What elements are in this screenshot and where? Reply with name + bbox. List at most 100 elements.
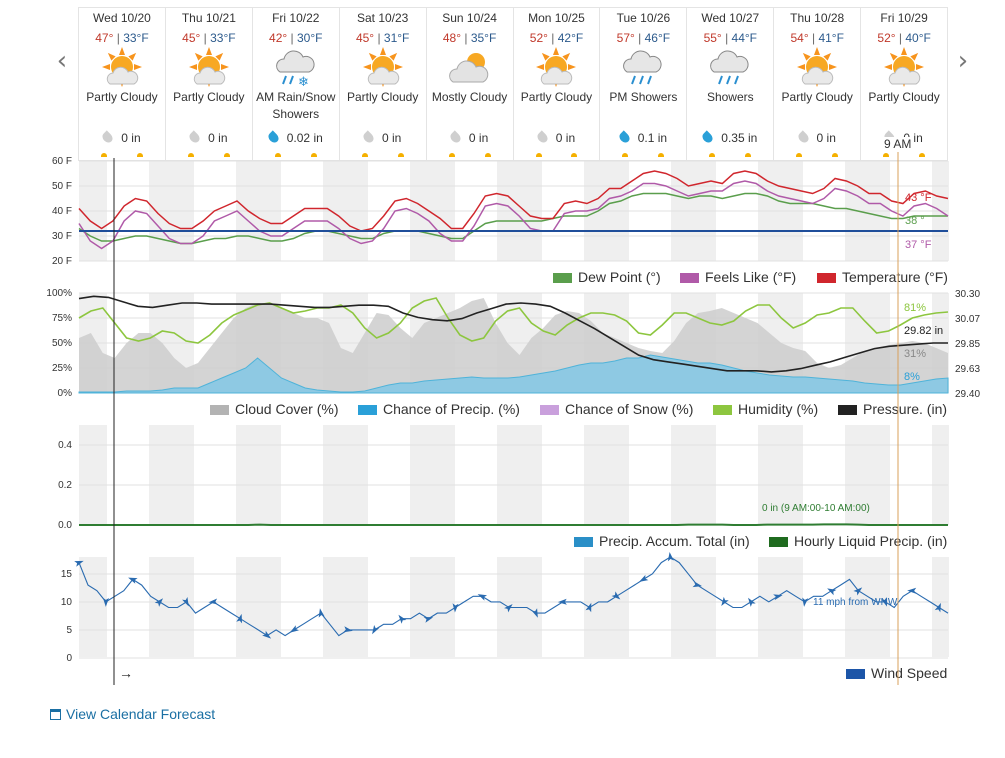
night-band (688, 425, 716, 525)
night-band (671, 425, 688, 525)
wind-direction-arrow (907, 587, 917, 594)
day-name: Fri 10/29 (880, 11, 928, 25)
night-band (340, 557, 368, 657)
y-tick-label: 75% (52, 313, 72, 324)
night-band (758, 425, 775, 525)
precip-accum-legend-label[interactable]: Precip. Accum. Total (in) (599, 533, 750, 549)
humidity-legend-label[interactable]: Humidity (%) (738, 401, 818, 417)
wind-speed-legend-label[interactable]: Wind Speed (871, 665, 947, 681)
night-band (932, 425, 949, 525)
day-column[interactable]: Tue 10/26 57° | 46°F PM Showers 0.1 in (600, 8, 688, 160)
night-band (410, 425, 427, 525)
day-column[interactable]: Sat 10/23 45° | 31°F Partly Cloudy 0 in (340, 8, 427, 160)
low-temp: 41°F (818, 31, 844, 45)
low-temp: 35°F (470, 31, 497, 45)
night-band (79, 425, 107, 525)
night-band (149, 425, 166, 525)
view-calendar-forecast-link[interactable]: View Calendar Forecast (50, 706, 215, 722)
feels-like-legend-label[interactable]: Feels Like (°F) (705, 269, 796, 285)
wind-direction-arrow (208, 598, 218, 605)
day-temps: 48° | 35°F (442, 31, 497, 45)
wind-direction-arrow (102, 597, 109, 607)
wind-direction-arrow (343, 626, 353, 633)
partly-cloudy-icon (340, 45, 426, 89)
low-temp: 46°F (644, 31, 671, 45)
wind-direction-arrow (318, 608, 325, 618)
current-cloud-label: 31% (904, 348, 926, 360)
temperature-line (78, 170, 949, 232)
current-precip-label: 8% (904, 371, 920, 383)
day-column[interactable]: Thu 10/28 54° | 41°F Partly Cloudy 0 in (774, 8, 862, 160)
low-temp: 31°F (383, 31, 410, 45)
day-column[interactable]: Sun 10/24 48° | 35°F Mostly Cloudy 0 in (427, 8, 514, 160)
sun-times (340, 153, 426, 157)
pressure-tick-label: 29.85 (955, 339, 980, 350)
y-tick-label: 15 (61, 569, 73, 580)
pressure-line (78, 295, 948, 373)
night-band (253, 425, 281, 525)
sun-times (427, 153, 513, 157)
feels-like-line (78, 180, 949, 250)
sun-times (514, 153, 600, 157)
condition-text: AM Rain/Snow Showers (256, 90, 336, 121)
y-tick-label: 50 F (52, 181, 72, 192)
y-tick-label: 20 F (52, 256, 72, 267)
wind-direction-arrow (128, 577, 138, 584)
sun-times (600, 153, 686, 157)
high-temp: 45° (355, 31, 375, 45)
low-temp: 30°F (297, 31, 323, 45)
pressure-legend-swatch (838, 405, 857, 415)
calendar-icon (50, 708, 61, 720)
sunset-icon (745, 153, 752, 157)
partly-cloudy-icon (79, 45, 165, 89)
high-temp: 52° (877, 31, 896, 45)
current-time-label: 9 AM (882, 137, 914, 151)
day-column[interactable]: Fri 10/29 52° | 40°F Partly Cloudy 0 in (861, 8, 949, 160)
mostly-cloudy-icon (427, 45, 513, 89)
sunrise-icon (535, 153, 542, 157)
wind-direction-arrow (289, 625, 299, 633)
day-column[interactable]: Wed 10/27 55° | 44°F Showers 0.35 in (687, 8, 775, 160)
wind-direction-arrow (423, 617, 434, 623)
cloud-cover-legend-label[interactable]: Cloud Cover (%) (235, 401, 338, 417)
hourly-charts: 60 F 50 F 40 F 30 F 20 F 43 °F 38 ° 37 °F Dew Po… (46, 152, 980, 685)
condition-text: Showers (706, 90, 754, 104)
condition-text: Partly Cloudy (346, 90, 419, 104)
wind-direction-arrow (773, 594, 783, 601)
humidity-legend-swatch (713, 405, 732, 415)
night-band (166, 425, 194, 525)
night-band (427, 557, 455, 657)
partly-cloudy-icon (774, 45, 860, 89)
temperature-legend-label[interactable]: Temperature (°F) (842, 269, 948, 285)
day-temps: 52° | 42°F (529, 31, 584, 45)
wind-direction-arrow (934, 602, 941, 613)
sunset-icon (223, 153, 230, 157)
night-band (845, 425, 862, 525)
day-column[interactable]: Mon 10/25 52° | 42°F Partly Cloudy 0 in (514, 8, 601, 160)
sunset-icon (919, 153, 926, 157)
night-band (514, 425, 542, 525)
hourly-precip-line (79, 523, 948, 526)
day-column[interactable]: Fri 10/22 42° | 30°F ❄ AM Rain/Snow Show… (253, 8, 340, 160)
next-days-arrow-icon[interactable]: › (957, 46, 969, 76)
day-column[interactable]: Thu 10/21 45° | 33°F Partly Cloudy 0 in (166, 8, 253, 160)
pressure-legend-label[interactable]: Pressure. (in) (863, 401, 947, 417)
wind-direction-arrow (262, 630, 272, 639)
snow-chance-legend-label[interactable]: Chance of Snow (%) (565, 401, 693, 417)
night-band (253, 557, 281, 657)
cloud-cover-legend-swatch (210, 405, 229, 415)
day-column[interactable]: Wed 10/20 47° | 33°F Partly Cloudy 0 in (78, 8, 166, 160)
dew-point-legend-label[interactable]: Dew Point (°) (578, 269, 661, 285)
previous-days-arrow-icon[interactable]: ‹ (56, 46, 68, 76)
precip-amount: 0 in (427, 130, 513, 145)
y-tick-label: 5 (66, 625, 72, 636)
wind-direction-arrow (398, 614, 407, 624)
precip-chance-legend-label[interactable]: Chance of Precip. (%) (383, 401, 520, 417)
wind-direction-arrow (182, 596, 189, 607)
high-temp: 45° (182, 31, 201, 45)
hourly-precip-legend-label[interactable]: Hourly Liquid Precip. (in) (794, 533, 947, 549)
day-name: Tue 10/26 (616, 11, 671, 25)
y-tick-label: 50% (52, 338, 72, 349)
partly-cloudy-icon (166, 45, 252, 89)
high-temp: 48° (442, 31, 462, 45)
